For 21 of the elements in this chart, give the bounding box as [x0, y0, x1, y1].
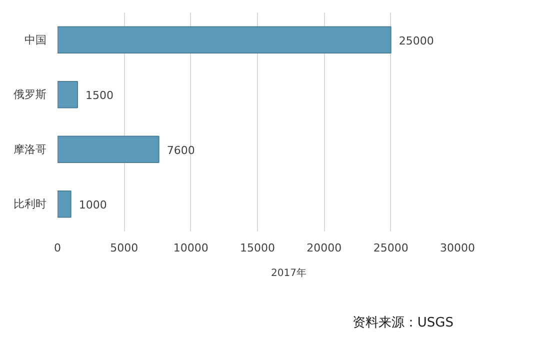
data-label: 7600 [166, 144, 195, 157]
bar [58, 80, 78, 108]
y-tick-label: 中国 [24, 33, 46, 46]
x-tick-label: 20000 [306, 242, 342, 254]
x-tick-label: 30000 [440, 242, 476, 254]
bar [58, 26, 392, 54]
x-tick-label: 25000 [373, 242, 408, 254]
data-label: 25000 [398, 34, 434, 48]
x-tick-label: 5000 [110, 242, 138, 254]
bar [58, 190, 72, 218]
bar [58, 136, 160, 164]
y-tick-label: 摩洛哥 [14, 142, 46, 156]
data-label: 1500 [86, 89, 114, 102]
x-tick-label: 0 [54, 242, 61, 254]
text: 2017年 [271, 267, 306, 280]
data-label: 1000 [78, 198, 107, 212]
y-tick-label: 俄罗斯 [14, 88, 46, 102]
text: 资料来源：USGS [352, 316, 454, 330]
y-tick-label: 比利时 [14, 198, 46, 211]
x-tick-label: 10000 [173, 242, 208, 254]
x-tick-label: 15000 [240, 242, 276, 254]
